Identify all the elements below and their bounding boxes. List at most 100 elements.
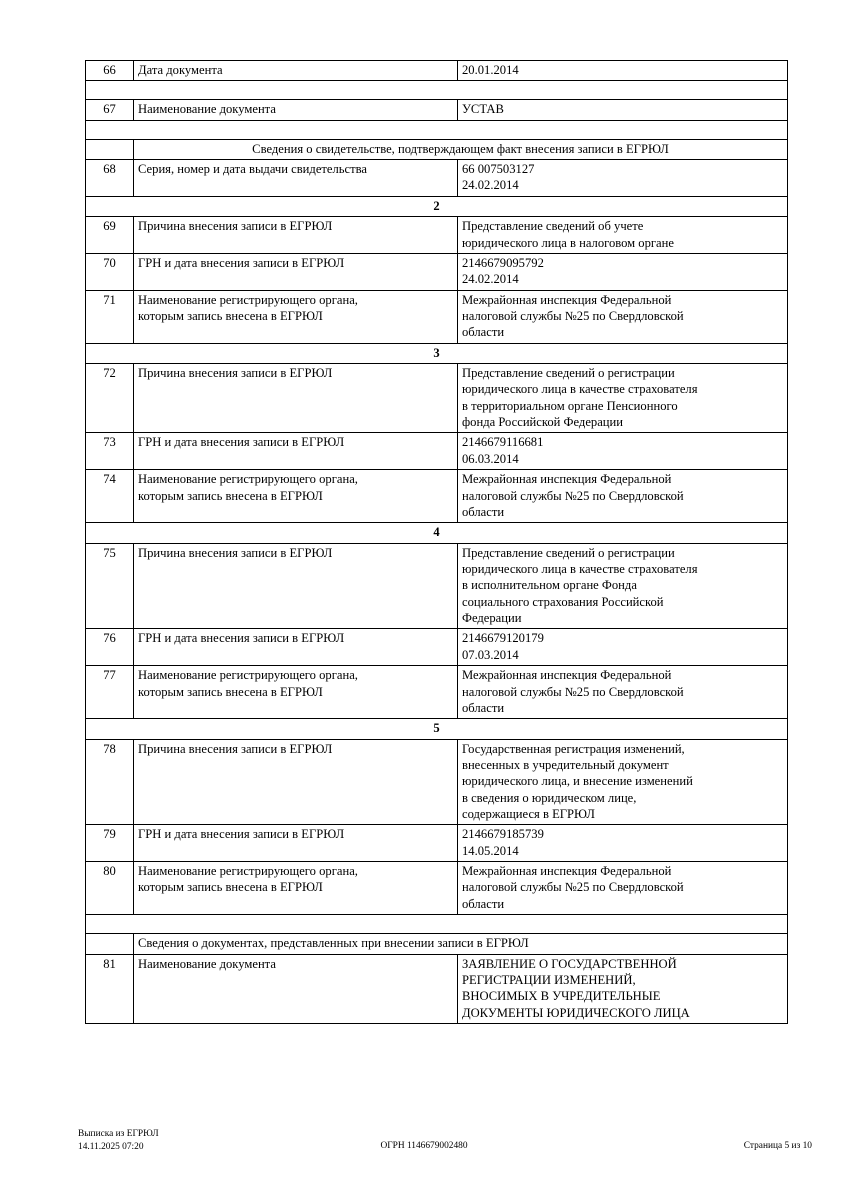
row-number: 75 bbox=[85, 542, 134, 630]
row-number: 79 bbox=[85, 824, 134, 863]
row-value: 20.01.2014 bbox=[457, 59, 788, 82]
text-line: ГРН и дата внесения записи в ЕГРЮЛ bbox=[138, 255, 345, 270]
table-row: 73 ГРН и дата внесения записи в ЕГРЮЛ 2146… bbox=[85, 432, 788, 471]
row-value: Межрайонная инспекция Федеральной налогов… bbox=[457, 469, 788, 524]
row-number: 77 bbox=[85, 665, 134, 720]
row-label: Причина внесения записи в ЕГРЮЛ bbox=[133, 363, 458, 434]
section-header-row: Сведения о документах, представленных пр… bbox=[85, 933, 788, 955]
row-value: 66 007503127 24.02.2014 bbox=[457, 159, 788, 197]
table-row: 67 Наименование документа УСТАВ bbox=[85, 99, 788, 121]
record-index: 3 bbox=[85, 342, 788, 365]
row-label: Наименование документа bbox=[133, 953, 458, 1024]
row-value: Межрайонная инспекция Федеральной налогов… bbox=[457, 665, 788, 720]
footer-source: Выписка из ЕГРЮЛ 14.11.2025 07:20 bbox=[78, 1128, 159, 1154]
text-line: Наименование регистрирующего органа, bbox=[138, 292, 358, 307]
table-row: 76 ГРН и дата внесения записи в ЕГРЮЛ 2146… bbox=[85, 628, 788, 667]
table-row: 77 Наименование регистрирующего органа, ко… bbox=[85, 665, 788, 720]
spacer-row bbox=[85, 119, 788, 140]
row-number: 70 bbox=[85, 252, 134, 291]
egrul-extract-table: 66 Дата документа 20.01.2014 67 Наименование… bbox=[85, 59, 788, 1024]
row-label: ГРН и дата внесения записи в ЕГРЮЛ bbox=[133, 824, 458, 863]
text-line: Федерации bbox=[462, 611, 522, 626]
text-line: 24.02.2014 bbox=[462, 178, 519, 193]
table-row: 72 Причина внесения записи в ЕГРЮЛ Предста… bbox=[85, 363, 788, 434]
text-line: Наименование регистрирующего органа, bbox=[138, 668, 358, 683]
text-line: ГРН и дата внесения записи в ЕГРЮЛ bbox=[138, 435, 345, 450]
text-line: налоговой службы №25 по Свердловской bbox=[462, 308, 684, 323]
record-index-row: 4 bbox=[85, 522, 788, 544]
table-row: 69 Причина внесения записи в ЕГРЮЛ Предста… bbox=[85, 216, 788, 254]
text-line: юридического лица в налоговом органе bbox=[462, 235, 674, 250]
row-value: Представление сведений о регистрации юрид… bbox=[457, 542, 788, 630]
row-value: 2146679120179 07.03.2014 bbox=[457, 628, 788, 667]
record-index: 4 bbox=[85, 522, 788, 544]
text-line: РЕГИСТРАЦИИ ИЗМЕНЕНИЙ, bbox=[462, 972, 636, 987]
row-number: 73 bbox=[85, 432, 134, 471]
record-index-row: 5 bbox=[85, 718, 788, 740]
table-row: 68 Серия, номер и дата выдачи свидетельст… bbox=[85, 159, 788, 197]
text-line: области bbox=[462, 504, 505, 519]
text-line: 14.05.2014 bbox=[462, 843, 519, 858]
text-line: Причина внесения записи в ЕГРЮЛ bbox=[138, 366, 333, 381]
text-line: 06.03.2014 bbox=[462, 451, 519, 466]
text-line: налоговой службы №25 по Свердловской bbox=[462, 684, 684, 699]
text-line: в сведения о юридическом лице, bbox=[462, 790, 637, 805]
table-row: 75 Причина внесения записи в ЕГРЮЛ Предста… bbox=[85, 542, 788, 630]
footer-ogrn: ОГРН 1146679002480 bbox=[380, 1141, 468, 1151]
row-number: 76 bbox=[85, 628, 134, 667]
text-line: внесенных в учредительный документ bbox=[462, 757, 669, 772]
row-label: Дата документа bbox=[133, 59, 458, 82]
row-value: Государственная регистрация изменений, вн… bbox=[457, 738, 788, 826]
row-number: 67 bbox=[85, 99, 134, 121]
spacer-cell bbox=[85, 119, 788, 140]
spacer-row bbox=[85, 914, 788, 935]
text-line: которым запись внесена в ЕГРЮЛ bbox=[138, 308, 323, 323]
text-line: 2146679120179 bbox=[462, 631, 544, 646]
text-line: Наименование регистрирующего органа, bbox=[138, 472, 358, 487]
text-line: 07.03.2014 bbox=[462, 647, 519, 662]
footer-source-title: Выписка из ЕГРЮЛ bbox=[78, 1129, 159, 1139]
text-line: области bbox=[462, 700, 505, 715]
text-line: ВНОСИМЫХ В УЧРЕДИТЕЛЬНЫЕ bbox=[462, 989, 661, 1004]
text-line: ГРН и дата внесения записи в ЕГРЮЛ bbox=[138, 827, 345, 842]
text-line: которым запись внесена в ЕГРЮЛ bbox=[138, 880, 323, 895]
text-line: ЗАЯВЛЕНИЕ О ГОСУДАРСТВЕННОЙ bbox=[462, 956, 677, 971]
row-label: Причина внесения записи в ЕГРЮЛ bbox=[133, 542, 458, 630]
table-body: 66 Дата документа 20.01.2014 67 Наименование… bbox=[85, 59, 788, 1024]
text-line: Дата документа bbox=[138, 63, 223, 77]
page-footer: Выписка из ЕГРЮЛ 14.11.2025 07:20 ОГРН 11… bbox=[0, 1128, 848, 1168]
row-number: 81 bbox=[85, 953, 134, 1024]
text-line: Представление сведений о регистрации bbox=[462, 366, 675, 381]
table-row: 66 Дата документа 20.01.2014 bbox=[85, 59, 788, 82]
text-line: юридического лица в качестве страховател… bbox=[462, 561, 698, 576]
row-number: 68 bbox=[85, 159, 134, 197]
text-line: УСТАВ bbox=[462, 102, 504, 117]
table-row: 71 Наименование регистрирующего органа, ко… bbox=[85, 289, 788, 344]
text-line: 24.02.2014 bbox=[462, 272, 519, 287]
section-caption: Сведения о свидетельстве, подтверждающем… bbox=[133, 138, 788, 161]
row-label: Причина внесения записи в ЕГРЮЛ bbox=[133, 216, 458, 254]
text-line: Государственная регистрация изменений, bbox=[462, 741, 685, 756]
text-line: Межрайонная инспекция Федеральной bbox=[462, 668, 672, 683]
row-value: 2146679185739 14.05.2014 bbox=[457, 824, 788, 863]
row-value: Представление сведений о регистрации юрид… bbox=[457, 363, 788, 434]
text-line: 66 007503127 bbox=[462, 162, 535, 177]
row-label: Наименование регистрирующего органа, кото… bbox=[133, 665, 458, 720]
record-index-row: 3 bbox=[85, 342, 788, 365]
text-line: социального страхования Российской bbox=[462, 594, 664, 609]
spacer-cell bbox=[85, 80, 788, 101]
section-caption: Сведения о документах, представленных пр… bbox=[133, 933, 788, 955]
text-line: 20.01.2014 bbox=[462, 63, 519, 77]
text-line: в территориальном органе Пенсионного bbox=[462, 398, 678, 413]
text-line: фонда Российской Федерации bbox=[462, 415, 624, 430]
row-label: ГРН и дата внесения записи в ЕГРЮЛ bbox=[133, 252, 458, 291]
row-label: ГРН и дата внесения записи в ЕГРЮЛ bbox=[133, 628, 458, 667]
section-number-cell bbox=[85, 933, 134, 955]
record-index-row: 2 bbox=[85, 195, 788, 218]
text-line: налоговой службы №25 по Свердловской bbox=[462, 880, 684, 895]
section-header-row: Сведения о свидетельстве, подтверждающем… bbox=[85, 138, 788, 161]
row-label: Причина внесения записи в ЕГРЮЛ bbox=[133, 738, 458, 826]
row-value: Межрайонная инспекция Федеральной налогов… bbox=[457, 289, 788, 344]
text-line: ГРН и дата внесения записи в ЕГРЮЛ bbox=[138, 631, 345, 646]
text-line: ДОКУМЕНТЫ ЮРИДИЧЕСКОГО ЛИЦА bbox=[462, 1005, 690, 1020]
